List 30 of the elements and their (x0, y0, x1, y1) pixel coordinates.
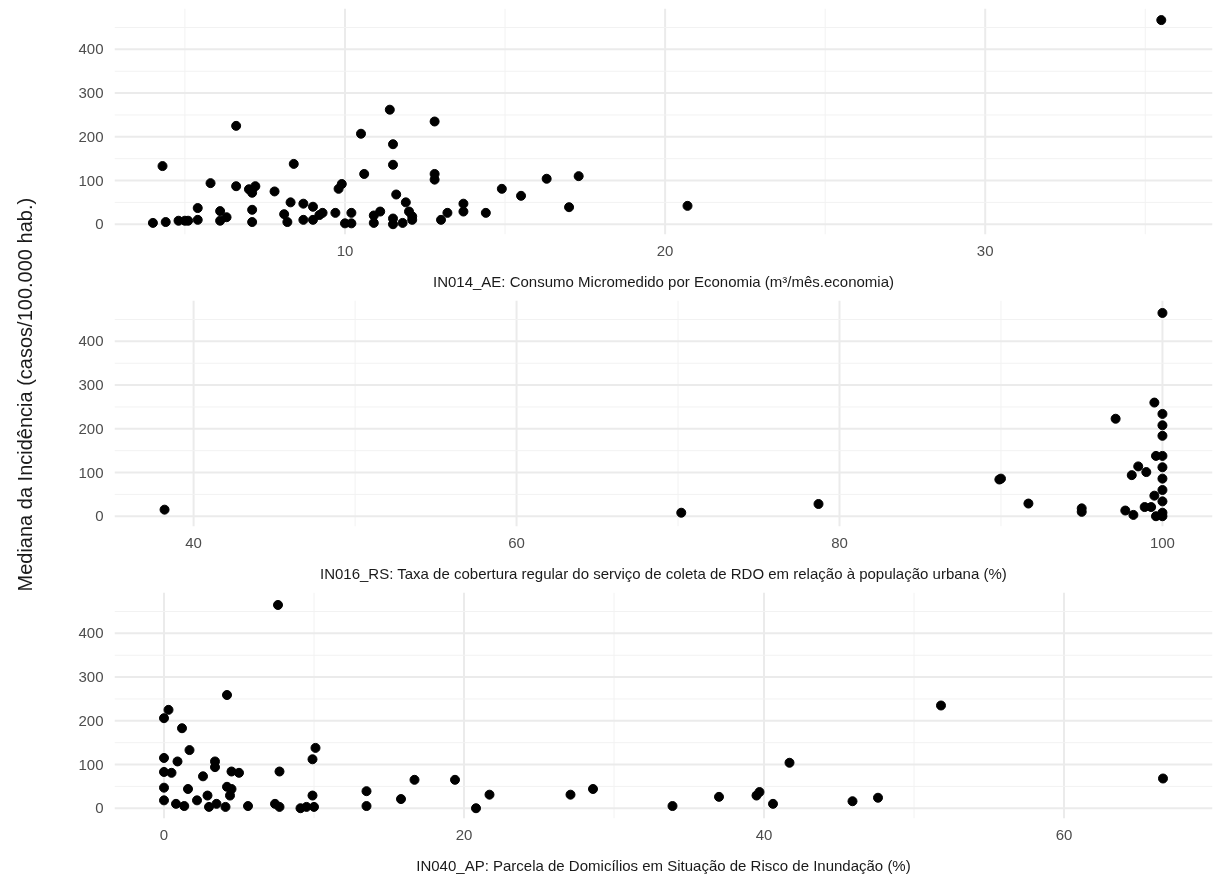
x-tick-label: 30 (976, 241, 994, 259)
x-axis-title: IN014_AE: Consumo Micromedido por Economia (m³/mês.economia) (432, 272, 895, 290)
y-tick-label: 0 (95, 799, 104, 817)
y-tick-label: 200 (78, 419, 104, 437)
y-tick-label: 0 (95, 507, 104, 525)
y-tick-label: 100 (78, 755, 104, 773)
y-tick-label: 300 (78, 668, 104, 686)
y-tick-label: 400 (78, 40, 104, 58)
y-tick-label: 200 (78, 711, 104, 729)
x-tick-label: 20 (455, 825, 473, 843)
y-tick-label: 300 (78, 376, 104, 394)
x-tick-label: 80 (831, 533, 848, 551)
y-tick-label: 300 (78, 84, 104, 102)
y-tick-label: 400 (78, 624, 104, 642)
x-axis-title: IN040_AP: Parcela de Domicílios em Situação de Risco de Inundação (%) (416, 856, 911, 874)
y-tick-label: 100 (78, 171, 104, 189)
x-tick-label: 40 (755, 825, 773, 843)
x-tick-label: 0 (159, 825, 169, 843)
y-tick-label: 200 (78, 127, 104, 145)
x-tick-label: 40 (185, 533, 202, 551)
y-tick-label: 400 (78, 332, 104, 350)
x-tick-label: 10 (336, 241, 354, 259)
x-tick-label: 100 (1149, 533, 1175, 551)
x-axis-title: IN016_RS: Taxa de cobertura regular do serviço de coleta de RDO em relação à população urbana (%) (319, 564, 1007, 582)
x-tick-label: 60 (1055, 825, 1073, 843)
x-tick-label: 60 (508, 533, 525, 551)
y-axis-title: Mediana da Incidência (casos/100.000 hab.) (13, 197, 36, 592)
y-tick-label: 100 (78, 463, 104, 481)
y-tick-label: 0 (95, 215, 104, 233)
x-tick-label: 20 (656, 241, 674, 259)
